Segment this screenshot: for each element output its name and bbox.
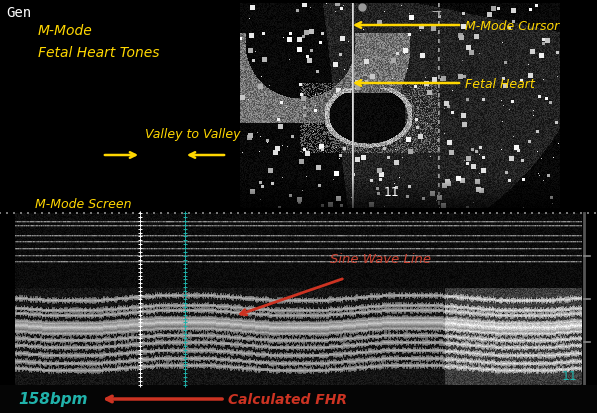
Text: Gen: Gen bbox=[6, 6, 31, 20]
Text: —: — bbox=[432, 6, 442, 16]
Text: Calculated FHR: Calculated FHR bbox=[228, 392, 347, 406]
Text: M-Mode
Fetal Heart Tones: M-Mode Fetal Heart Tones bbox=[38, 24, 159, 59]
Text: M-Mode Cursor: M-Mode Cursor bbox=[465, 19, 559, 33]
Text: Valley to Valley: Valley to Valley bbox=[145, 128, 241, 141]
Text: Sine Wave Line: Sine Wave Line bbox=[330, 252, 431, 266]
Text: 11: 11 bbox=[561, 369, 577, 382]
Bar bbox=[0, 385, 597, 413]
Text: 158bpm: 158bpm bbox=[18, 392, 88, 406]
Text: Fetal Heart: Fetal Heart bbox=[465, 77, 535, 90]
Text: 11: 11 bbox=[384, 185, 400, 199]
Text: M-Mode Screen: M-Mode Screen bbox=[35, 197, 131, 211]
